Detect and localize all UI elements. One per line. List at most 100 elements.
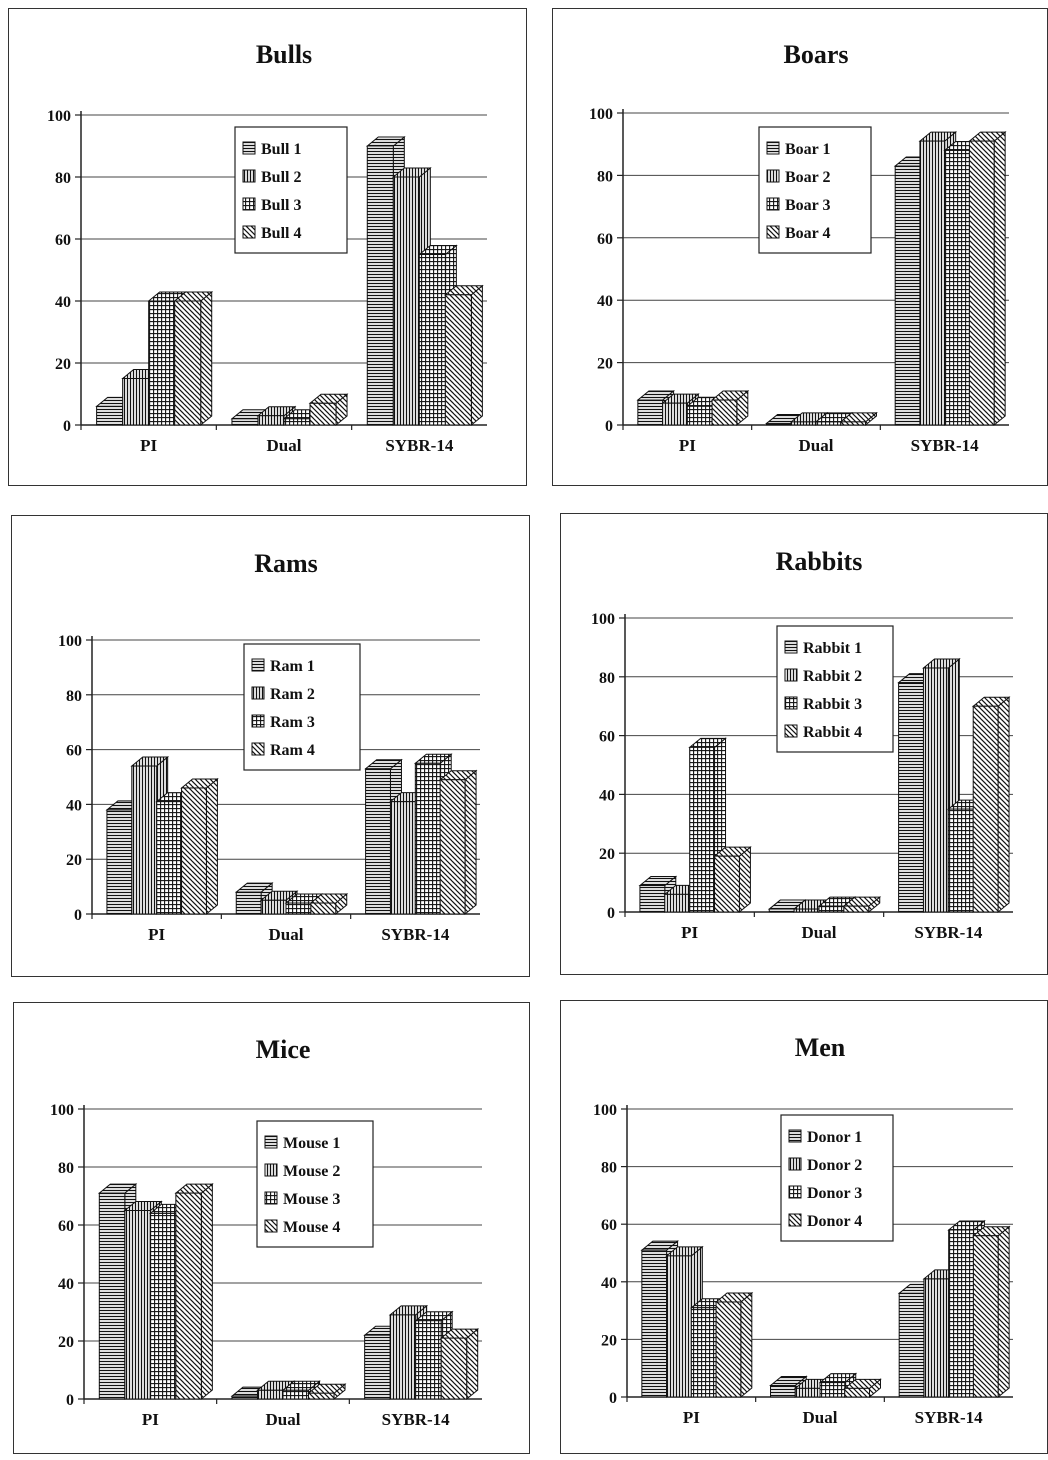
legend: Ram 1 Ram 2 Ram 3 Ram 4 — [243, 643, 361, 771]
bar-side — [993, 131, 1006, 427]
bar-bull-4-dual — [308, 393, 349, 427]
bar-ram-4-pi — [180, 777, 219, 916]
bar-side — [466, 1328, 479, 1401]
bar-front — [923, 1278, 950, 1398]
bar-front — [689, 746, 716, 913]
legend-label: Bull 2 — [261, 169, 301, 186]
bar-front — [96, 405, 124, 426]
y-tick-label: 60 — [599, 729, 615, 746]
x-tick-label: Dual — [799, 436, 834, 455]
y-tick-label: 80 — [597, 168, 613, 185]
bar-side — [997, 1225, 1010, 1399]
legend-label: Rabbit 3 — [803, 696, 862, 713]
bar-front — [815, 421, 842, 426]
legend-label: Boar 1 — [785, 141, 830, 158]
bar-front — [256, 1389, 284, 1400]
y-tick-label: 80 — [601, 1160, 617, 1177]
x-tick-label: Dual — [802, 923, 837, 942]
bar-side — [200, 290, 213, 427]
bar-front — [365, 768, 391, 915]
legend-swatch — [242, 225, 256, 239]
bar-rabbit-4-dual — [842, 896, 882, 914]
chart-title: Boars — [784, 40, 849, 69]
bar-front — [819, 1382, 846, 1398]
legend-swatch — [784, 696, 798, 710]
bar-front — [972, 705, 999, 913]
bar-front — [131, 765, 158, 915]
y-tick-label: 20 — [597, 356, 613, 373]
chart-panel-men: Men 0 20 40 60 80 100 PI Dual SYBR-14 Donor 1 Donor… — [560, 1000, 1048, 1454]
bar-side — [738, 846, 751, 914]
bar-front — [770, 1384, 796, 1398]
legend-label: Mouse 2 — [283, 1163, 340, 1180]
legend-label: Mouse 4 — [283, 1219, 340, 1236]
legend-label: Mouse 1 — [283, 1135, 340, 1152]
bar-front — [919, 140, 946, 426]
chart-title: Rabbits — [776, 547, 863, 576]
bar-front — [260, 899, 287, 915]
bar-front — [122, 378, 150, 426]
legend-label: Ram 1 — [270, 658, 315, 675]
y-tick-label: 0 — [66, 1392, 74, 1409]
bar-boar-4-sybr-14 — [968, 131, 1007, 427]
bar-front — [308, 1392, 335, 1400]
legend-label: Donor 2 — [807, 1157, 862, 1174]
legend-swatch — [784, 640, 798, 654]
legend-swatch — [264, 1219, 278, 1233]
bar-front — [944, 149, 970, 426]
y-tick-label: 40 — [55, 294, 71, 311]
y-tick-label: 80 — [55, 170, 71, 187]
legend-swatch — [788, 1129, 802, 1143]
bar-rabbit-4-pi — [713, 846, 752, 914]
y-tick-label: 80 — [58, 1160, 74, 1177]
y-tick-label: 100 — [591, 611, 615, 628]
chart-panel-rabbits: Rabbits 0 20 40 60 80 100 PI Dual SYBR-14 Rabbit 1… — [560, 513, 1048, 975]
bar-front — [818, 905, 845, 913]
y-tick-label: 40 — [599, 787, 615, 804]
bar-front — [415, 1320, 442, 1400]
legend-swatch — [251, 742, 265, 756]
y-tick-label: 20 — [599, 846, 615, 863]
bar-front — [898, 682, 924, 913]
y-tick-label: 40 — [66, 797, 82, 814]
x-tick-label: SYBR-14 — [914, 923, 983, 942]
bar-front — [174, 300, 202, 426]
bar-front — [794, 1387, 821, 1398]
legend-label: Boar 4 — [785, 225, 830, 242]
bar-front — [840, 421, 866, 426]
y-tick-label: 100 — [47, 108, 71, 125]
chart-title: Rams — [254, 549, 318, 578]
bar-side — [200, 1183, 213, 1401]
legend-label: Ram 4 — [270, 742, 315, 759]
bar-front — [947, 808, 974, 913]
legend: Rabbit 1 Rabbit 2 Rabbit 3 Rabbit 4 — [776, 625, 894, 753]
bar-front — [440, 1337, 468, 1400]
chart-panel-mice: Mice 0 20 40 60 80 100 PI Dual SYBR-14 Mouse 1 Mous… — [13, 1002, 530, 1454]
legend-label: Ram 2 — [270, 686, 315, 703]
legend-swatch — [264, 1191, 278, 1205]
legend-label: Donor 1 — [807, 1129, 862, 1146]
y-tick-label: 100 — [593, 1102, 617, 1119]
bar-front — [843, 905, 870, 913]
y-tick-label: 40 — [597, 293, 613, 310]
y-tick-label: 100 — [589, 106, 613, 123]
bar-front — [714, 855, 740, 913]
legend-swatch — [251, 714, 265, 728]
x-tick-label: SYBR-14 — [385, 436, 454, 455]
x-tick-label: PI — [142, 1410, 159, 1429]
bar-front — [283, 418, 311, 426]
legend: Boar 1 Boar 2 Boar 3 Boar 4 — [758, 126, 872, 254]
bar-front — [444, 294, 472, 426]
x-tick-label: PI — [681, 923, 698, 942]
x-tick-label: SYBR-14 — [911, 436, 980, 455]
bar-front — [414, 762, 441, 915]
y-tick-label: 60 — [66, 743, 82, 760]
bar-front — [124, 1210, 151, 1400]
legend: Mouse 1 Mouse 2 Mouse 3 Mouse 4 — [256, 1120, 374, 1248]
bar-front — [439, 779, 466, 915]
legend: Donor 1 Donor 2 Donor 3 Donor 4 — [780, 1114, 894, 1242]
bar-front — [148, 300, 176, 426]
bar-front — [922, 667, 949, 913]
y-tick-label: 40 — [601, 1275, 617, 1292]
y-tick-label: 60 — [55, 232, 71, 249]
